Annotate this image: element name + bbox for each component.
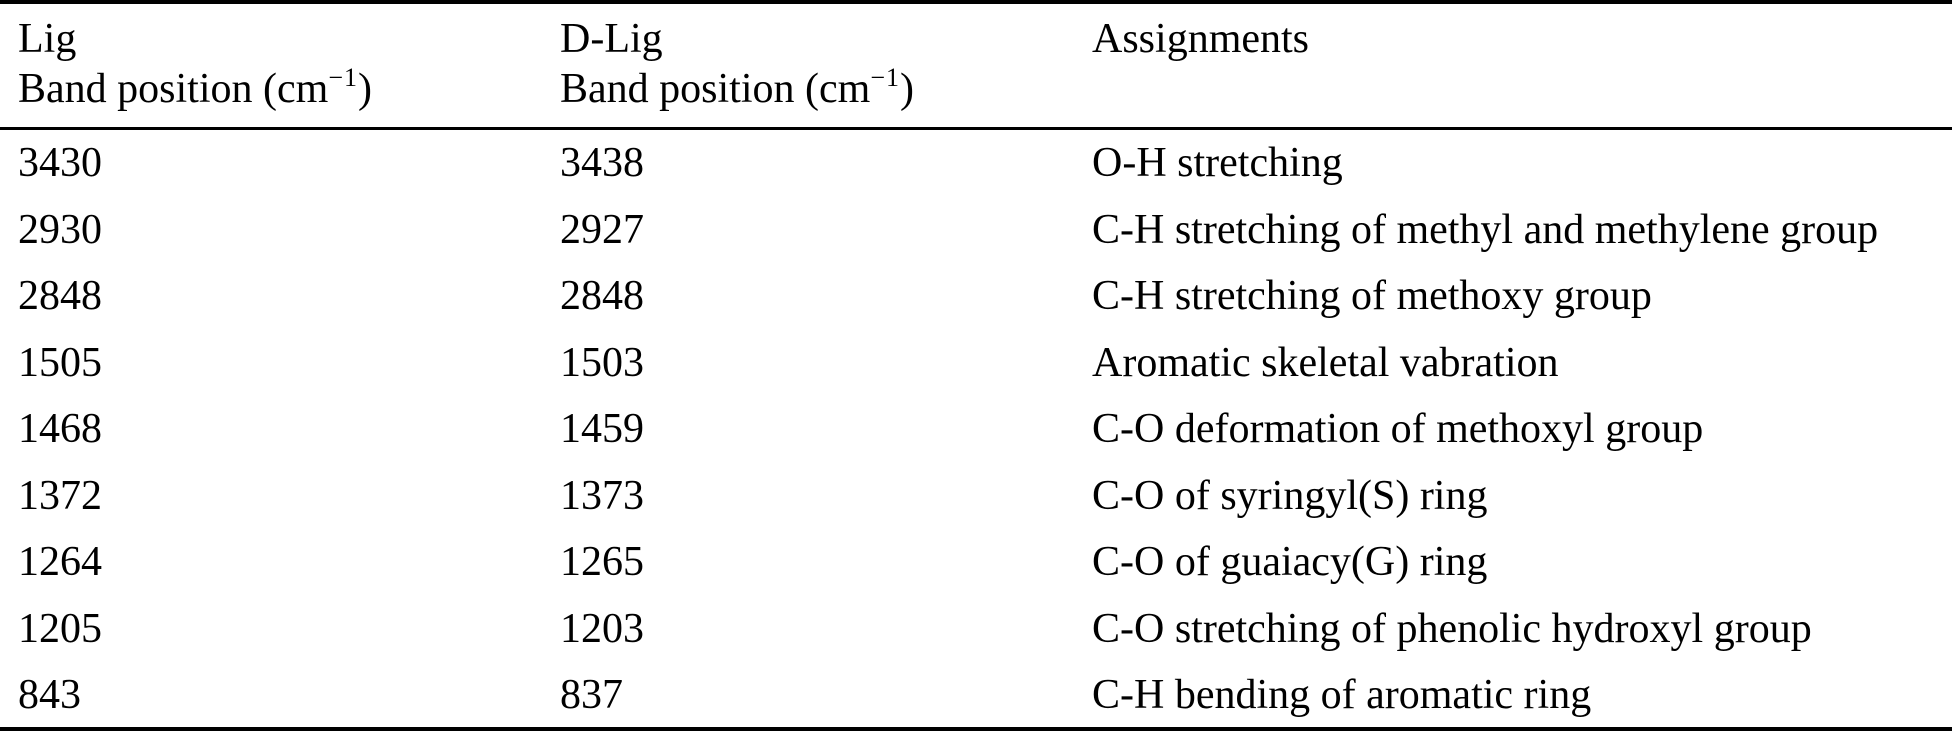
table-row: 843 837 C-H bending of aromatic ring	[0, 662, 1952, 727]
header-dlig-line1: D-Lig	[560, 16, 663, 62]
header-lig-band-position: Lig Band position (cm−1)	[18, 14, 560, 119]
header-assignments: Assignments	[1092, 16, 1310, 62]
header-lig-line2: Band position (cm−1)	[18, 63, 372, 112]
dlig-band-cell: 1373	[560, 472, 644, 519]
table-row: 1372 1373 C-O of syringyl(S) ring	[0, 463, 1952, 530]
table-header-row: Lig Band position (cm−1) D-Lig Band posi…	[0, 4, 1952, 130]
table-row: 2930 2927 C-H stretching of methyl and m…	[0, 197, 1952, 264]
assignment-cell: C-O of syringyl(S) ring	[1092, 472, 1488, 519]
dlig-band-cell: 837	[560, 672, 623, 719]
dlig-band-cell: 1203	[560, 605, 644, 652]
lig-band-cell: 1372	[18, 472, 102, 519]
lig-band-cell: 1505	[18, 339, 102, 386]
lig-band-cell: 2848	[18, 273, 102, 320]
table-row: 1264 1265 C-O of guaiacy(G) ring	[0, 529, 1952, 596]
assignment-cell: C-H bending of aromatic ring	[1092, 672, 1592, 719]
dlig-band-cell: 2848	[560, 273, 644, 320]
lig-band-cell: 843	[18, 672, 81, 719]
header-dlig-line2: Band position (cm−1)	[560, 63, 914, 112]
lig-band-cell: 1205	[18, 605, 102, 652]
lig-band-cell: 2930	[18, 206, 102, 253]
assignment-cell: Aromatic skeletal vabration	[1092, 339, 1559, 386]
assignment-cell: C-O of guaiacy(G) ring	[1092, 539, 1488, 586]
assignment-cell: C-O stretching of phenolic hydroxyl grou…	[1092, 605, 1812, 652]
table-row: 2848 2848 C-H stretching of methoxy grou…	[0, 263, 1952, 330]
assignment-cell: C-O deformation of methoxyl group	[1092, 406, 1704, 453]
lig-band-cell: 1468	[18, 406, 102, 453]
lig-band-cell: 1264	[18, 539, 102, 586]
dlig-band-cell: 1503	[560, 339, 644, 386]
dlig-band-cell: 1459	[560, 406, 644, 453]
lig-band-cell: 3430	[18, 140, 102, 187]
dlig-band-cell: 2927	[560, 206, 644, 253]
dlig-band-cell: 3438	[560, 140, 644, 187]
assignment-cell: C-H stretching of methyl and methylene g…	[1092, 206, 1879, 253]
dlig-band-cell: 1265	[560, 539, 644, 586]
header-dlig-band-position: D-Lig Band position (cm−1)	[560, 14, 1092, 119]
table-row: 1468 1459 C-O deformation of methoxyl gr…	[0, 396, 1952, 463]
assignment-cell: C-H stretching of methoxy group	[1092, 273, 1652, 320]
superscript-minus-one: −1	[328, 63, 358, 92]
header-lig-line1: Lig	[18, 16, 77, 62]
table-row: 1205 1203 C-O stretching of phenolic hyd…	[0, 596, 1952, 663]
assignment-cell: O-H stretching	[1092, 140, 1343, 187]
table-row: 1505 1503 Aromatic skeletal vabration	[0, 330, 1952, 397]
table-row: 3430 3438 O-H stretching	[0, 130, 1952, 197]
superscript-minus-one: −1	[870, 63, 900, 92]
